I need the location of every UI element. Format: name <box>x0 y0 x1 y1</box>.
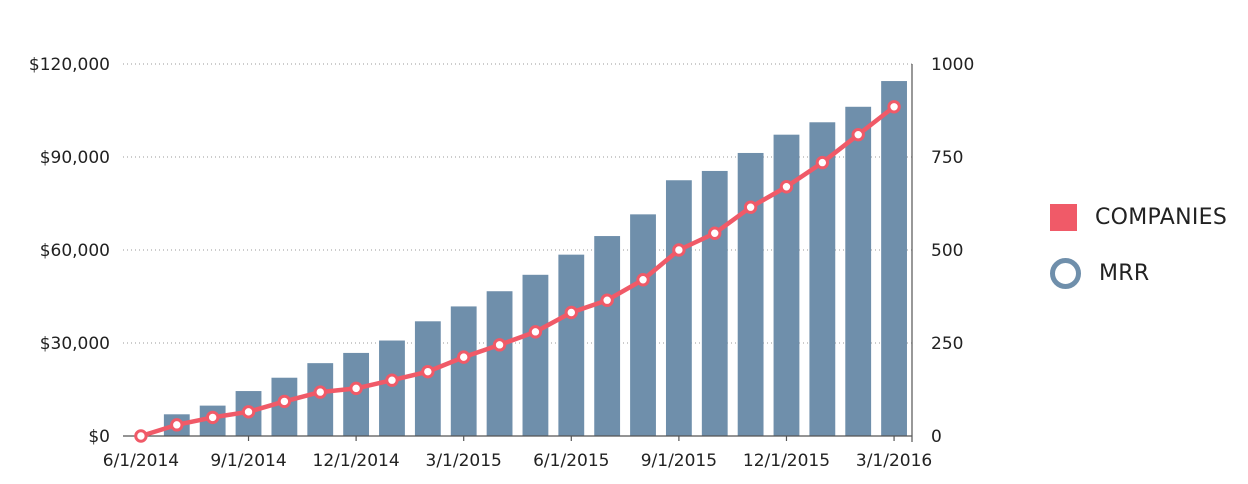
mrr-bar <box>737 152 764 436</box>
companies-point <box>672 243 686 257</box>
y-right-tick-label: 0 <box>931 427 942 447</box>
legend-square-icon <box>1050 203 1077 231</box>
x-tick-label: 6/1/2015 <box>533 451 609 471</box>
legend-item-companies: COMPANIES <box>1050 200 1227 234</box>
companies-point <box>887 100 901 114</box>
companies-point <box>779 180 794 194</box>
x-tick-label: 3/1/2016 <box>856 451 932 471</box>
x-tick-label: 9/1/2015 <box>641 451 717 471</box>
y-left-tick-label: $0 <box>88 427 110 447</box>
companies-point <box>277 394 292 409</box>
companies-point <box>241 405 256 419</box>
companies-point <box>421 364 435 379</box>
legend-label-mrr: MRR <box>1099 260 1150 286</box>
legend-ring-icon <box>1050 257 1081 289</box>
mrr-bar <box>379 340 405 436</box>
mrr-bars <box>163 81 907 437</box>
companies-point <box>815 155 830 170</box>
y-right-tick-label: 750 <box>931 148 963 168</box>
companies-point <box>385 373 399 387</box>
mrr-bar <box>486 291 513 436</box>
y-left-tick-label: $60,000 <box>40 241 110 261</box>
companies-point <box>708 226 722 240</box>
legend: COMPANIES MRR <box>1050 200 1227 312</box>
companies-line <box>134 100 901 443</box>
legend-item-mrr: MRR <box>1050 256 1227 290</box>
companies-point <box>636 273 650 287</box>
mrr-bar <box>701 170 728 436</box>
companies-point <box>349 381 363 396</box>
companies-point <box>313 385 327 399</box>
y-right-tick-label: 500 <box>931 241 963 261</box>
x-tick-label: 9/1/2014 <box>210 451 286 471</box>
mrr-bar <box>450 306 477 436</box>
x-tick-label: 6/1/2014 <box>103 451 179 471</box>
mrr-bar <box>594 236 621 436</box>
y-left-tick-label: $120,000 <box>29 55 110 75</box>
companies-point <box>205 410 220 425</box>
companies-point <box>134 429 148 443</box>
mrr-bar <box>414 321 441 436</box>
mrr-bar <box>665 180 692 436</box>
tick-labels: $0 $30,000 $60,000 $90,000 $120,000 0 250 500 75… <box>29 55 974 471</box>
companies-point <box>851 127 865 142</box>
mrr-bar <box>522 274 549 436</box>
mrr-bar <box>845 106 872 436</box>
x-tick-label: 12/1/2015 <box>743 451 830 471</box>
y-left-tick-label: $30,000 <box>40 334 110 354</box>
companies-point <box>457 350 471 364</box>
companies-point <box>600 293 614 307</box>
mrr-bar <box>307 363 334 436</box>
mrr-bar <box>809 122 836 436</box>
y-right-tick-label: 250 <box>931 334 963 354</box>
x-tick-label: 3/1/2015 <box>426 451 502 471</box>
companies-point <box>743 200 758 214</box>
companies-point <box>492 338 507 352</box>
companies-point <box>564 305 578 320</box>
mrr-bar <box>881 81 907 437</box>
companies-series-line <box>138 104 897 439</box>
companies-point <box>170 418 184 432</box>
companies-point <box>528 325 543 339</box>
mrr-bar <box>558 254 585 436</box>
y-right-tick-label: 1000 <box>931 55 974 75</box>
y-left-tick-label: $90,000 <box>40 148 110 168</box>
legend-label-companies: COMPANIES <box>1095 204 1228 230</box>
x-tick-label: 12/1/2014 <box>313 451 400 471</box>
mrr-bar <box>630 214 656 436</box>
